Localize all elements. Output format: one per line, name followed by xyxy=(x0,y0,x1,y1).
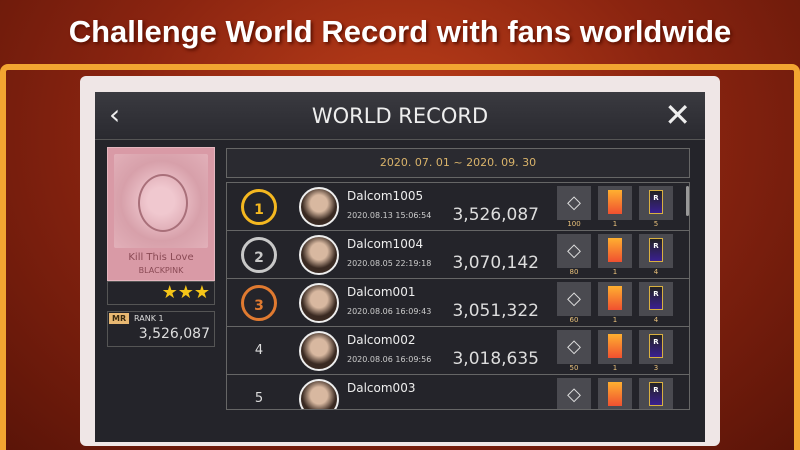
table-row[interactable]: 3 Dalcom001 2020.08.06 16:09:43 3,051,32… xyxy=(227,279,689,327)
world-record-panel: ‹ WORLD RECORD ✕ Kill This Love BLACKPIN… xyxy=(95,92,705,442)
close-icon[interactable]: ✕ xyxy=(664,96,691,134)
song-title: Kill This Love xyxy=(128,252,194,263)
star-rating: ★★★ xyxy=(107,281,215,305)
album-art xyxy=(114,154,208,248)
rank-number: 4 xyxy=(254,343,264,358)
table-row[interactable]: 2 Dalcom1004 2020.08.05 22:19:18 3,070,1… xyxy=(227,231,689,279)
rank-value: 1 xyxy=(158,314,164,323)
table-row[interactable]: 1 Dalcom1005 2020.08.13 15:06:54 3,526,0… xyxy=(227,183,689,231)
record-time: 2020.08.13 15:06:54 xyxy=(347,211,432,220)
table-row[interactable]: 4 Dalcom002 2020.08.06 16:09:56 3,018,63… xyxy=(227,327,689,375)
reward-count: 60 xyxy=(569,316,579,324)
reward-count: 1 xyxy=(612,364,618,372)
player-name: Dalcom1004 xyxy=(347,237,424,251)
r-card-icon: R xyxy=(649,190,663,214)
player-score: 3,070,142 xyxy=(452,253,539,273)
reward-item[interactable] xyxy=(598,378,632,409)
reward-item[interactable]: ◇ xyxy=(557,282,591,316)
reward-item[interactable]: ◇ xyxy=(557,330,591,364)
reward-count: 5 xyxy=(653,220,659,228)
ticket-card-icon xyxy=(608,190,622,214)
header-bar: ‹ WORLD RECORD ✕ xyxy=(95,92,705,140)
avatar[interactable] xyxy=(299,283,339,323)
player-score: 3,051,322 xyxy=(452,301,539,321)
ranking-list[interactable]: 1 Dalcom1005 2020.08.13 15:06:54 3,526,0… xyxy=(226,182,690,410)
reward-count: 1 xyxy=(612,316,618,324)
reward-item[interactable]: R xyxy=(639,234,673,268)
diamond-icon: ◇ xyxy=(567,192,581,213)
my-record: MR RANK 1 3,526,087 xyxy=(107,311,215,347)
reward-item[interactable]: ◇ xyxy=(557,186,591,220)
record-time: 2020.08.06 16:09:56 xyxy=(347,355,432,364)
player-score: 3,018,635 xyxy=(452,349,539,369)
avatar[interactable] xyxy=(299,331,339,371)
reward-item[interactable] xyxy=(598,186,632,220)
reward-item[interactable]: R xyxy=(639,330,673,364)
reward-count: 100 xyxy=(567,220,581,228)
diamond-icon: ◇ xyxy=(567,384,581,405)
diamond-icon: ◇ xyxy=(567,336,581,357)
decorative-frame xyxy=(0,64,800,450)
my-score: 3,526,087 xyxy=(138,326,210,342)
avatar[interactable] xyxy=(299,187,339,227)
ticket-card-icon xyxy=(608,286,622,310)
table-row[interactable]: 5 Dalcom003 ◇ R xyxy=(227,375,689,409)
reward-item[interactable] xyxy=(598,330,632,364)
player-name: Dalcom003 xyxy=(347,381,416,395)
reward-count: 1 xyxy=(612,220,618,228)
diamond-icon: ◇ xyxy=(567,240,581,261)
r-card-icon: R xyxy=(649,286,663,310)
mr-badge: MR xyxy=(109,313,130,324)
reward-count: 4 xyxy=(653,316,659,324)
rank-label: RANK xyxy=(134,314,156,323)
medal-icon: 2 xyxy=(241,237,277,273)
reward-item[interactable]: R xyxy=(639,186,673,220)
ticket-card-icon xyxy=(608,334,622,358)
period-bar: 2020. 07. 01 ~ 2020. 09. 30 xyxy=(226,148,690,178)
reward-item[interactable] xyxy=(598,234,632,268)
ticket-card-icon xyxy=(608,238,622,262)
page-title: WORLD RECORD xyxy=(311,104,489,128)
reward-item[interactable]: ◇ xyxy=(557,234,591,268)
r-card-icon: R xyxy=(649,382,663,406)
my-rank: RANK 1 xyxy=(134,314,164,323)
chevron-left-icon[interactable]: ‹ xyxy=(109,98,121,131)
ticket-card-icon xyxy=(608,382,622,406)
song-artist: BLACKPINK xyxy=(138,266,184,275)
reward-count: 80 xyxy=(569,268,579,276)
reward-count: 4 xyxy=(653,268,659,276)
medal-icon: 1 xyxy=(241,189,277,225)
rank-number: 5 xyxy=(254,391,264,406)
player-name: Dalcom001 xyxy=(347,285,416,299)
reward-item[interactable]: ◇ xyxy=(557,378,591,409)
record-time: 2020.08.06 16:09:43 xyxy=(347,307,432,316)
player-name: Dalcom1005 xyxy=(347,189,424,203)
record-time: 2020.08.05 22:19:18 xyxy=(347,259,432,268)
reward-count: 50 xyxy=(569,364,579,372)
reward-count: 3 xyxy=(653,364,659,372)
avatar[interactable] xyxy=(299,379,339,409)
r-card-icon: R xyxy=(649,238,663,262)
player-score: 3,526,087 xyxy=(452,205,539,225)
reward-item[interactable]: R xyxy=(639,378,673,409)
medal-icon: 3 xyxy=(241,285,277,321)
avatar[interactable] xyxy=(299,235,339,275)
reward-count: 1 xyxy=(612,268,618,276)
reward-item[interactable]: R xyxy=(639,282,673,316)
album-card: Kill This Love BLACKPINK xyxy=(107,147,215,281)
r-card-icon: R xyxy=(649,334,663,358)
promo-headline: Challenge World Record with fans worldwi… xyxy=(68,14,732,49)
scrollbar[interactable] xyxy=(686,186,689,216)
reward-item[interactable] xyxy=(598,282,632,316)
diamond-icon: ◇ xyxy=(567,288,581,309)
player-name: Dalcom002 xyxy=(347,333,416,347)
